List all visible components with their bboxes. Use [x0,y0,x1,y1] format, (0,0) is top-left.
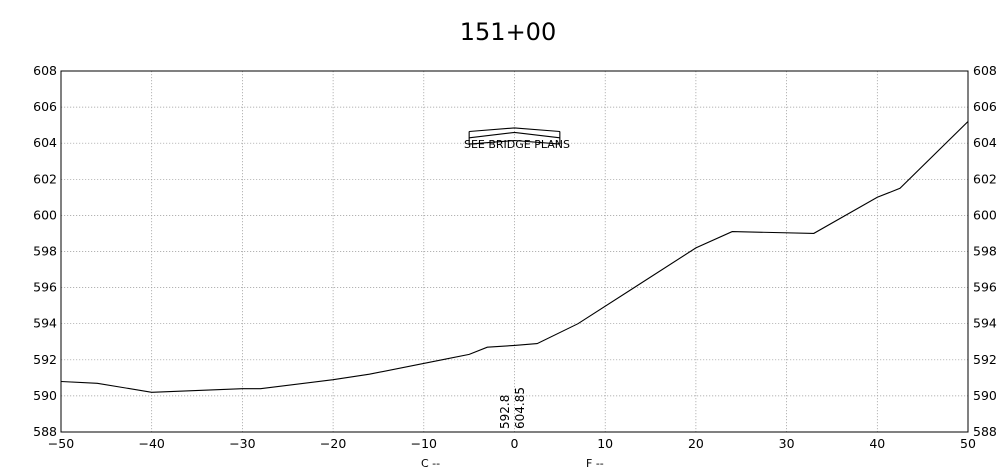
y-tick-label-right: 588 [973,424,997,439]
y-tick-label-right: 596 [973,280,997,295]
y-tick-label-left: 590 [33,388,57,403]
y-tick-label-left: 604 [33,135,57,150]
y-tick-label-right: 598 [973,244,997,259]
y-tick-label-left: 594 [33,316,57,331]
y-axis-right: 588 590 592 594 596 598 600 602 604 606 608 [973,63,997,439]
y-tick-label-right: 592 [973,352,997,367]
elevation-existing: 592.8 [498,395,512,429]
centerline-label: C -- [421,457,440,470]
y-tick-label-left: 600 [33,207,57,222]
x-tick-label: 50 [960,436,976,451]
elevation-grade: 604.85 [513,387,527,429]
fill-label: F -- [586,457,604,470]
deck-top-line [469,128,560,132]
y-tick-label-right: 608 [973,63,997,78]
x-tick-label: −30 [229,436,255,451]
x-tick-label: −50 [48,436,74,451]
x-axis: −50 −40 −30 −20 −10 0 10 20 30 40 50 [48,436,976,451]
y-tick-label-right: 604 [973,135,997,150]
y-tick-label-left: 592 [33,352,57,367]
y-tick-label-right: 606 [973,99,997,114]
y-tick-label-left: 602 [33,171,57,186]
x-tick-label: −10 [411,436,437,451]
x-tick-label: 0 [511,436,519,451]
x-tick-label: 20 [688,436,704,451]
y-tick-label-right: 600 [973,207,997,222]
x-tick-label: 10 [597,436,613,451]
y-tick-label-left: 608 [33,63,57,78]
x-tick-label: −40 [139,436,165,451]
y-tick-label-left: 596 [33,280,57,295]
y-tick-label-right: 594 [973,316,997,331]
y-tick-label-left: 598 [33,244,57,259]
grid [61,71,968,432]
bridge-note: SEE BRIDGE PLANS [464,138,570,151]
x-tick-label: 40 [869,436,885,451]
y-tick-label-right: 590 [973,388,997,403]
y-tick-label-right: 602 [973,171,997,186]
station-title: 151+00 [460,18,556,46]
x-tick-label: −20 [320,436,346,451]
x-tick-label: 30 [779,436,795,451]
y-tick-label-left: 606 [33,99,57,114]
